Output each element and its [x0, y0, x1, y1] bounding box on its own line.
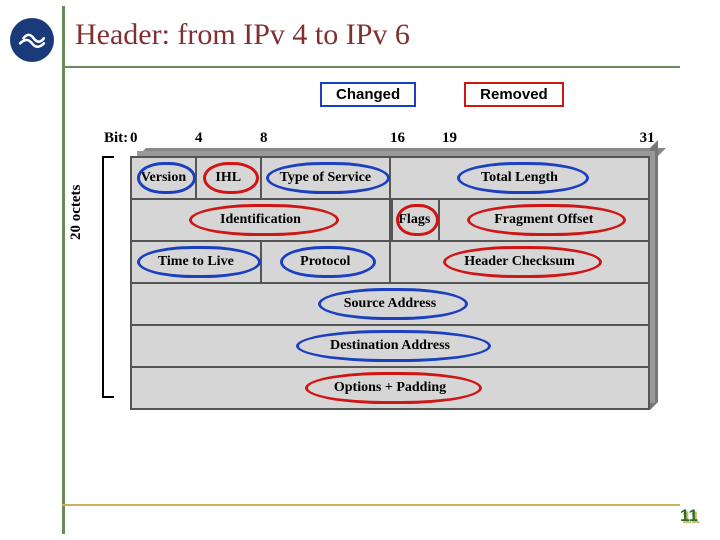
slide: Header: from IPv 4 to IPv 6 Changed Remo…: [0, 0, 720, 540]
title-rule: [62, 66, 680, 68]
field-time-to-live: Time to Live: [131, 241, 261, 283]
field-options-padding: Options + Padding: [131, 367, 649, 409]
field-label: Source Address: [344, 296, 436, 311]
field-identification: Identification: [131, 199, 390, 241]
slide-title: Header: from IPv 4 to IPv 6: [75, 18, 410, 52]
field-label: Type of Service: [280, 170, 372, 185]
page-number: 11 11: [680, 506, 698, 526]
field-label: Header Checksum: [464, 254, 575, 269]
field-flags: Flags: [390, 199, 439, 241]
field-version: Version: [131, 157, 196, 199]
field-destination-address: Destination Address: [131, 325, 649, 367]
octets-bracket: [102, 156, 114, 398]
bit-tick: 0: [130, 130, 138, 147]
bit-tick: 16: [390, 130, 405, 147]
bit-tick: 4: [195, 130, 203, 147]
legend-changed: Changed: [320, 82, 416, 107]
field-label: Time to Live: [158, 254, 234, 269]
bit-tick: 19: [442, 130, 457, 147]
field-protocol: Protocol: [261, 241, 390, 283]
legend-removed: Removed: [464, 82, 564, 107]
field-ihl: IHL: [196, 157, 261, 199]
ipv4-header-figure: Bit: 0 4 8 16 19 31 20 octets Version IHL Type …: [70, 130, 670, 460]
field-label: Fragment Offset: [494, 212, 593, 227]
header-block: Version IHL Type of Service Total Length Ide…: [130, 156, 650, 410]
field-label: Options + Padding: [334, 380, 446, 395]
field-fragment-offset: Fragment Offset: [439, 199, 649, 241]
logo-swirl-icon: [15, 23, 49, 57]
field-label: Total Length: [481, 170, 558, 185]
vertical-rule: [62, 6, 65, 534]
field-label: Flags: [398, 212, 430, 227]
field-total-length: Total Length: [390, 157, 649, 199]
block-3d-top: [138, 148, 666, 156]
field-label: Version: [141, 170, 186, 185]
field-type-of-service: Type of Service: [261, 157, 390, 199]
axis-bit-label: Bit:: [104, 130, 128, 147]
field-label: IHL: [215, 170, 241, 185]
field-header-checksum: Header Checksum: [390, 241, 649, 283]
bottom-rule: [62, 504, 680, 506]
bit-tick: 8: [260, 130, 268, 147]
header-table: Version IHL Type of Service Total Length Ide…: [130, 156, 650, 410]
legend: Changed Removed: [320, 82, 564, 107]
axis-octets-label: 20 octets: [68, 185, 85, 240]
field-source-address: Source Address: [131, 283, 649, 325]
field-label: Identification: [220, 212, 301, 227]
field-label: Protocol: [300, 254, 350, 269]
logo: [10, 18, 54, 62]
bit-tick: 31: [640, 130, 655, 147]
field-label: Destination Address: [330, 338, 450, 353]
block-3d-right: [650, 140, 658, 410]
flags-separator: [391, 200, 393, 240]
